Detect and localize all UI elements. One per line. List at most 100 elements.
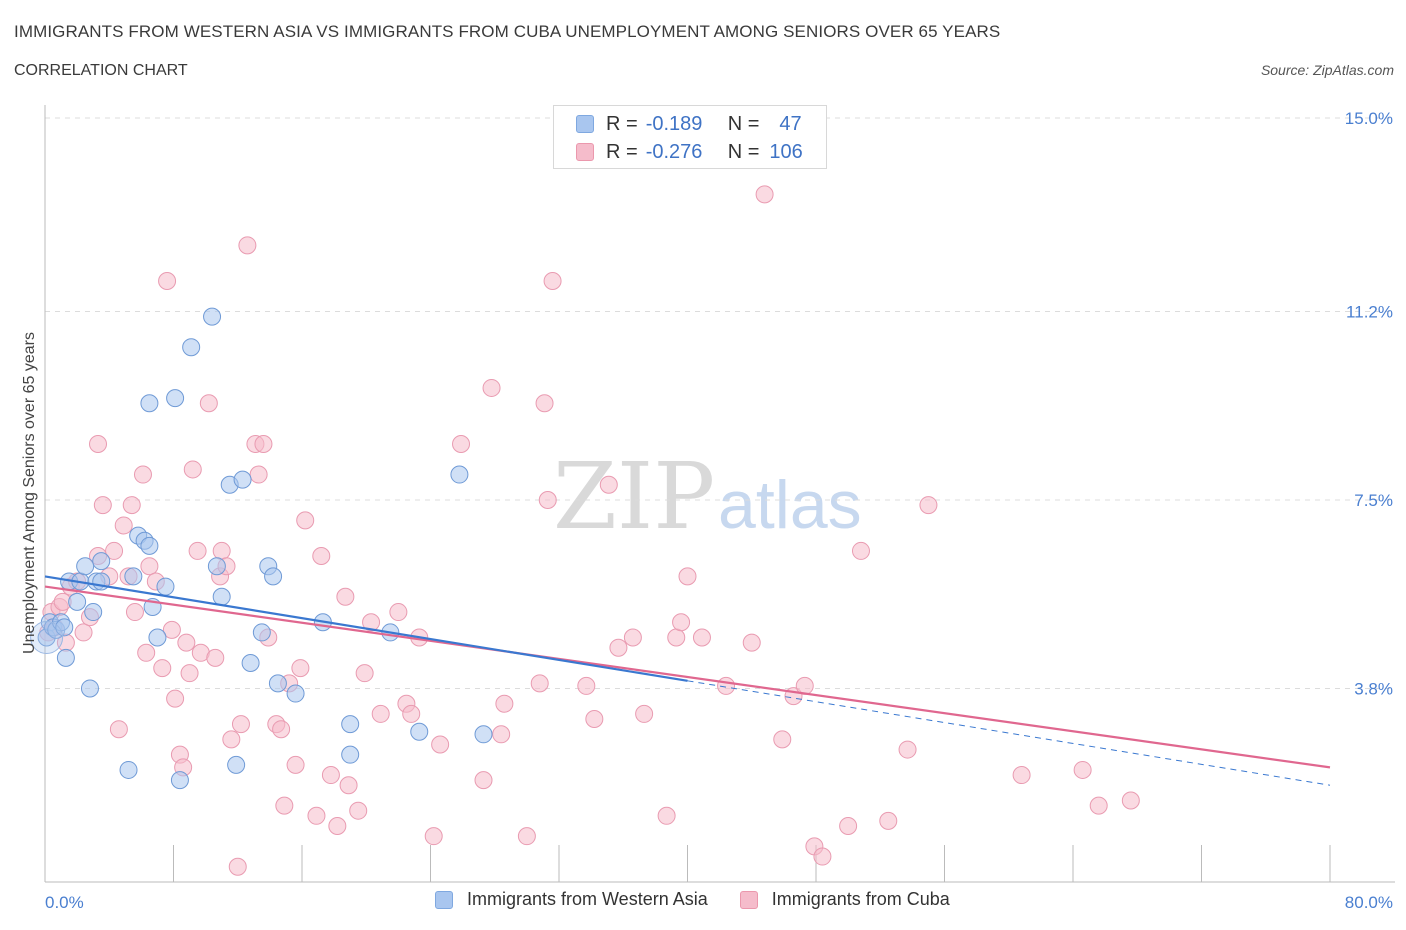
western-asia-point xyxy=(84,603,103,622)
y-tick-label: 7.5% xyxy=(1354,491,1393,510)
cuba-point xyxy=(1089,796,1108,815)
western-asia-point xyxy=(56,648,75,667)
cuba-point xyxy=(93,496,112,515)
cuba-point xyxy=(109,720,128,739)
cuba-point xyxy=(1121,791,1140,810)
cuba-point xyxy=(180,664,199,683)
western-asia-point xyxy=(182,338,201,357)
cuba-point xyxy=(431,735,450,754)
x-tick-labels: 0.0% 80.0% xyxy=(45,893,1393,912)
watermark-atlas: atlas xyxy=(718,467,862,543)
western-asia-point xyxy=(55,618,74,637)
cuba-point xyxy=(162,620,181,639)
cuba-point xyxy=(105,541,124,560)
cuba-point xyxy=(238,236,257,255)
western-asia-point xyxy=(241,653,260,672)
cuba-point xyxy=(158,271,177,290)
cuba-point xyxy=(678,567,697,586)
y-tick-label: 15.0% xyxy=(1345,109,1393,128)
cuba-point xyxy=(517,827,536,846)
cuba-point xyxy=(1012,766,1031,785)
cuba-point xyxy=(657,806,676,825)
x-tick-label-max: 80.0% xyxy=(1345,893,1393,912)
western-asia-point xyxy=(450,465,469,484)
cuba-point xyxy=(153,659,172,678)
western-asia-point xyxy=(410,722,429,741)
cuba-point xyxy=(272,720,291,739)
series-western-asia-points xyxy=(30,307,493,790)
western-asia-point xyxy=(233,470,252,489)
cuba-point xyxy=(74,623,93,642)
legend-r-label: R = xyxy=(606,112,638,135)
legend-row-cuba: R = -0.276 N = 106 xyxy=(576,139,803,165)
western-asia-point xyxy=(252,623,271,642)
cuba-point xyxy=(183,460,202,479)
cuba-point xyxy=(275,796,294,815)
cuba-point xyxy=(296,511,315,530)
legend-n-label: N = xyxy=(727,140,760,163)
cuba-point xyxy=(402,704,421,723)
y-tick-labels: 3.8% 7.5% 11.2% 15.0% xyxy=(1345,109,1393,698)
cuba-point xyxy=(371,704,390,723)
cuba-point xyxy=(321,766,340,785)
cuba-point xyxy=(635,704,654,723)
cuba-point xyxy=(1073,760,1092,779)
y-tick-label: 11.2% xyxy=(1346,303,1393,322)
series-legend-western-asia: Immigrants from Western Asia xyxy=(435,889,708,910)
cuba-point xyxy=(623,628,642,647)
cuba-point xyxy=(339,776,358,795)
cuba-point xyxy=(349,801,368,820)
western-asia-point xyxy=(474,725,493,744)
series-legend-western-asia-label: Immigrants from Western Asia xyxy=(467,889,708,909)
correlation-legend: R = -0.189 N = 47 R = -0.276 N = 106 xyxy=(553,105,827,169)
western-asia-point xyxy=(227,755,246,774)
western-asia-point xyxy=(140,536,159,555)
cuba-point xyxy=(538,491,557,509)
series-legend-cuba: Immigrants from Cuba xyxy=(739,889,950,910)
western-asia-point xyxy=(140,394,159,413)
cuba-point xyxy=(755,185,774,204)
y-axis-label: Unemployment Among Seniors over 65 years xyxy=(21,332,38,654)
y-tick-label: 3.8% xyxy=(1354,679,1393,698)
cuba-point xyxy=(140,557,159,576)
cuba-point xyxy=(254,434,273,453)
cuba-point xyxy=(286,755,305,774)
legend-swatch-cuba xyxy=(576,143,594,161)
series-legend-cuba-label: Immigrants from Cuba xyxy=(771,889,950,909)
gridlines xyxy=(45,117,1395,689)
western-asia-point xyxy=(92,552,111,571)
chart-title: IMMIGRANTS FROM WESTERN ASIA VS IMMIGRAN… xyxy=(14,22,1001,41)
cuba-point xyxy=(307,806,326,825)
cuba-point xyxy=(474,771,493,790)
western-asia-point xyxy=(264,567,283,586)
western-asia-trend-line xyxy=(44,575,688,682)
source-credit: Source: ZipAtlas.com xyxy=(1260,62,1394,78)
western-asia-point xyxy=(207,557,226,576)
cuba-point xyxy=(228,857,247,876)
x-tick-label-min: 0.0% xyxy=(45,893,84,912)
series-swatch-western-asia xyxy=(435,890,453,909)
cuba-point xyxy=(773,730,792,749)
cuba-point xyxy=(122,496,141,515)
cuba-point xyxy=(222,730,241,749)
legend-n-label: N = xyxy=(727,112,760,135)
chart-subtitle: CORRELATION CHART xyxy=(14,62,188,79)
cuba-point xyxy=(199,394,218,413)
axes xyxy=(44,105,1395,883)
cuba-point xyxy=(851,541,870,560)
legend-swatch-western-asia xyxy=(576,115,594,133)
western-asia-point xyxy=(341,715,360,734)
cuba-point xyxy=(717,676,736,695)
cuba-point xyxy=(577,676,596,695)
western-asia-point xyxy=(124,567,143,586)
cuba-trend-line xyxy=(44,585,1331,769)
cuba-point xyxy=(424,827,443,846)
cuba-point xyxy=(609,638,628,657)
cuba-point xyxy=(249,465,268,484)
legend-r-value: -0.189 xyxy=(645,112,703,135)
cuba-point xyxy=(291,659,310,678)
cuba-point xyxy=(879,811,898,830)
western-asia-trend-extension xyxy=(687,680,1331,786)
western-asia-point xyxy=(30,621,64,655)
